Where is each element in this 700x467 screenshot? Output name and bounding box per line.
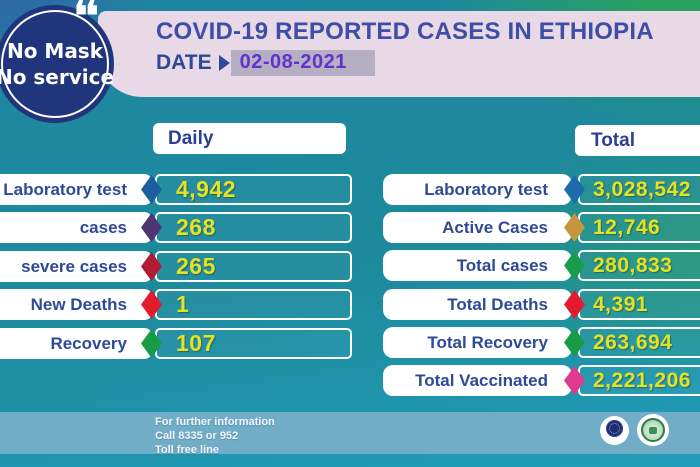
daily-column-header: Daily	[153, 123, 346, 154]
no-mask-badge: No Mask No service	[0, 5, 114, 123]
diamond-marker-icon	[141, 290, 162, 319]
row-label: Total Vaccinated	[383, 365, 572, 396]
page-title: COVID-19 REPORTED CASES IN ETHIOPIA	[156, 18, 654, 45]
row-value: 2,221,206	[578, 365, 700, 396]
quote-icon: ❝	[72, 0, 100, 48]
total-column-header: Total	[575, 125, 700, 156]
diamond-marker-icon	[564, 366, 585, 395]
total-row-total-cases: Total cases 280,833	[0, 250, 700, 281]
diamond-marker-icon	[564, 175, 585, 204]
row-label: New Deaths	[0, 289, 153, 320]
diamond-marker-icon	[564, 213, 585, 242]
row-label: Total Recovery	[383, 327, 572, 358]
row-value: 268	[155, 212, 352, 243]
diamond-marker-icon	[141, 213, 162, 242]
row-label: Total Deaths	[383, 289, 572, 320]
row-value: 3,028,542	[578, 174, 700, 205]
diamond-marker-icon	[564, 328, 585, 357]
diamond-marker-icon	[141, 175, 162, 204]
moh-emblem	[606, 420, 623, 437]
date-row: DATE 02-08-2021	[156, 50, 700, 76]
row-label: Laboratory test	[383, 174, 572, 205]
badge-line-2: No service	[0, 65, 115, 89]
row-value: 280,833	[578, 250, 700, 281]
footer-line-2: Call 8335 or 952	[155, 430, 239, 442]
footer-band: For further information Call 8335 or 952…	[0, 412, 700, 457]
public-health-institute-logo-icon	[637, 414, 669, 446]
diamond-marker-icon	[564, 290, 585, 319]
footer-line-1: For further information	[155, 416, 275, 428]
title-banner: COVID-19 REPORTED CASES IN ETHIOPIA DATE…	[98, 11, 700, 97]
row-value: 4,942	[155, 174, 352, 205]
row-label: Laboratory test	[0, 174, 153, 205]
row-label: Recovery	[0, 328, 153, 359]
diamond-marker-icon	[564, 251, 585, 280]
daily-row-new-deaths: New Deaths 1	[0, 289, 700, 320]
daily-row-laboratory-test: Laboratory test 4,942	[0, 174, 700, 205]
date-box: 02-08-2021	[230, 50, 375, 76]
row-label: Total cases	[383, 250, 572, 281]
date-arrow-icon	[218, 55, 230, 71]
row-value: 265	[155, 251, 352, 282]
row-label: cases	[0, 212, 153, 243]
row-value: 107	[155, 328, 352, 359]
total-row-active-cases: Active Cases 12,746	[0, 212, 700, 243]
total-row-total-deaths: Total Deaths 4,391	[0, 289, 700, 320]
date-value: 02-08-2021	[239, 51, 347, 73]
row-value: 12,746	[578, 212, 700, 243]
ministry-of-health-logo-icon	[600, 416, 629, 445]
total-row-total-recovery: Total Recovery 263,694	[0, 327, 700, 358]
row-label: severe cases	[0, 251, 153, 282]
row-label: Active Cases	[383, 212, 572, 243]
total-row-total-vaccinated: Total Vaccinated 2,221,206	[0, 365, 700, 396]
date-label: DATE	[156, 51, 212, 74]
daily-row-severe-cases: severe cases 265	[0, 251, 700, 282]
daily-row-cases: cases 268	[0, 212, 700, 243]
footer-line-3: Toll free line	[155, 444, 219, 456]
row-value: 4,391	[578, 289, 700, 320]
ephi-emblem	[641, 418, 665, 442]
daily-row-recovery: Recovery 107	[0, 328, 700, 359]
row-value: 263,694	[578, 327, 700, 358]
diamond-marker-icon	[141, 329, 162, 358]
total-row-laboratory-test: Laboratory test 3,028,542	[0, 174, 700, 205]
diamond-marker-icon	[141, 252, 162, 281]
footer-info: For further information Call 8335 or 952…	[155, 415, 275, 457]
